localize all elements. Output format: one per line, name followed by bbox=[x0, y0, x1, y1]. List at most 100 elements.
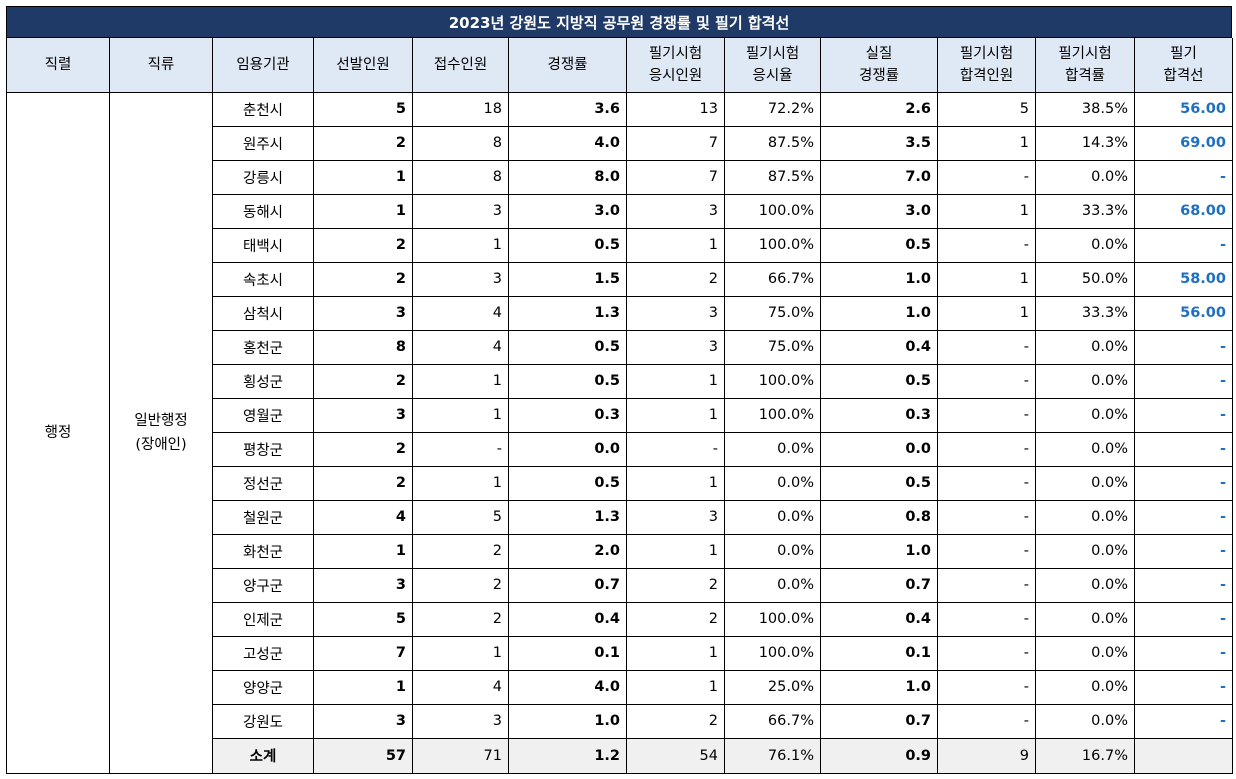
column-header-line1: 직류 bbox=[147, 56, 175, 73]
agency-cell: 철원군 bbox=[212, 499, 314, 535]
cutoff-cell: - bbox=[1134, 431, 1233, 467]
pass-rate-cell: 0.0% bbox=[1035, 669, 1135, 705]
passed-cell: - bbox=[937, 363, 1036, 399]
column-header: 직류 bbox=[109, 38, 213, 93]
applied-cell: 3 bbox=[412, 703, 509, 739]
exam-takers-cell: 2 bbox=[626, 261, 725, 297]
agency-cell: 횡성군 bbox=[212, 363, 314, 399]
pass-rate-cell: 0.0% bbox=[1035, 703, 1135, 739]
pass-rate-cell: 50.0% bbox=[1035, 261, 1135, 297]
ratio-cell: 0.3 bbox=[508, 397, 627, 433]
selected-cell: 2 bbox=[313, 227, 413, 263]
real-ratio-cell: 1.0 bbox=[820, 669, 938, 705]
pass-rate-cell: 14.3% bbox=[1035, 125, 1135, 161]
cutoff-cell: 56.00 bbox=[1134, 295, 1233, 331]
total-exam-rate-cell: 76.1% bbox=[724, 737, 821, 774]
applied-cell: 5 bbox=[412, 499, 509, 535]
cutoff-cell: - bbox=[1134, 329, 1233, 365]
selected-cell: 3 bbox=[313, 567, 413, 603]
selected-cell: 2 bbox=[313, 465, 413, 501]
agency-cell: 인제군 bbox=[212, 601, 314, 637]
cutoff-cell: 56.00 bbox=[1134, 91, 1233, 127]
agency-cell: 정선군 bbox=[212, 465, 314, 501]
applied-cell: 4 bbox=[412, 295, 509, 331]
passed-cell: - bbox=[937, 329, 1036, 365]
passed-cell: 1 bbox=[937, 261, 1036, 297]
column-header: 선발인원 bbox=[313, 38, 413, 93]
column-header-line2: 응시인원 bbox=[648, 67, 703, 84]
table-row: 삼척시 3 4 1.3 3 75.0% 1.0 1 33.3% 56.00 bbox=[7, 295, 1233, 331]
exam-rate-cell: 87.5% bbox=[724, 159, 821, 195]
table-row: 횡성군 2 1 0.5 1 100.0% 0.5-0.0% - bbox=[7, 363, 1233, 399]
exam-takers-cell: 1 bbox=[626, 635, 725, 671]
selected-cell: 5 bbox=[313, 91, 413, 127]
ratio-cell: 2.0 bbox=[508, 533, 627, 569]
applied-cell: 1 bbox=[412, 227, 509, 263]
pass-rate-cell: 0.0% bbox=[1035, 227, 1135, 263]
agency-cell: 양구군 bbox=[212, 567, 314, 603]
exam-rate-cell: 0.0% bbox=[724, 533, 821, 569]
exam-rate-cell: 0.0% bbox=[724, 431, 821, 467]
table-row: 태백시 2 1 0.5 1 100.0% 0.5-0.0% - bbox=[7, 227, 1233, 263]
selected-cell: 3 bbox=[313, 397, 413, 433]
agency-cell: 동해시 bbox=[212, 193, 314, 229]
ratio-cell: 1.5 bbox=[508, 261, 627, 297]
real-ratio-cell: 3.0 bbox=[820, 193, 938, 229]
real-ratio-cell: 0.5 bbox=[820, 227, 938, 263]
exam-takers-cell: 3 bbox=[626, 295, 725, 331]
passed-cell: - bbox=[937, 431, 1036, 467]
category-label-line1: 일반행정 bbox=[134, 412, 188, 429]
column-header-line1: 접수인원 bbox=[433, 56, 488, 73]
real-ratio-cell: 0.7 bbox=[820, 567, 938, 603]
cutoff-cell: - bbox=[1134, 159, 1233, 195]
exam-takers-cell: 7 bbox=[626, 159, 725, 195]
selected-cell: 7 bbox=[313, 635, 413, 671]
exam-rate-cell: 0.0% bbox=[724, 499, 821, 535]
column-header-line2: 경쟁률 bbox=[858, 67, 900, 84]
pass-rate-cell: 0.0% bbox=[1035, 397, 1135, 433]
pass-rate-cell: 38.5% bbox=[1035, 91, 1135, 127]
passed-cell: - bbox=[937, 703, 1036, 739]
passed-cell: - bbox=[937, 397, 1036, 433]
column-header-line2: 합격선 bbox=[1163, 67, 1204, 84]
exam-rate-cell: 87.5% bbox=[724, 125, 821, 161]
table-row: 평창군 2-0.0-0.0% 0.0-0.0% - bbox=[7, 431, 1233, 467]
ratio-cell: 4.0 bbox=[508, 125, 627, 161]
selected-cell: 2 bbox=[313, 261, 413, 297]
pass-rate-cell: 0.0% bbox=[1035, 329, 1135, 365]
applied-cell: 1 bbox=[412, 397, 509, 433]
column-header-line1: 직렬 bbox=[44, 56, 72, 73]
cutoff-cell: - bbox=[1134, 227, 1233, 263]
table-row: 행정 일반행정 (장애인) 춘천시 5 18 3.6 13 72.2% 2.6 5 38.5% 56.0… bbox=[6, 91, 1233, 774]
passed-cell: - bbox=[937, 227, 1036, 263]
exam-takers-cell: 2 bbox=[626, 601, 725, 637]
agency-cell: 고성군 bbox=[212, 635, 314, 671]
applied-cell: 2 bbox=[412, 601, 509, 637]
passed-cell: 1 bbox=[937, 295, 1036, 331]
ratio-cell: 0.5 bbox=[508, 227, 627, 263]
exam-takers-cell: 7 bbox=[626, 125, 725, 161]
exam-rate-cell: 100.0% bbox=[724, 601, 821, 637]
category-cell: 일반행정 (장애인) bbox=[109, 91, 213, 774]
cutoff-cell: - bbox=[1134, 601, 1233, 637]
cutoff-cell: - bbox=[1134, 703, 1233, 739]
selected-cell: 2 bbox=[313, 363, 413, 399]
exam-rate-cell: 72.2% bbox=[724, 91, 821, 127]
table-row: 홍천군 8 4 0.5 3 75.0% 0.4-0.0% - bbox=[7, 329, 1233, 365]
real-ratio-cell: 0.4 bbox=[820, 601, 938, 637]
column-header-line2: 합격인원 bbox=[959, 67, 1014, 84]
ratio-cell: 0.0 bbox=[508, 431, 627, 467]
column-header-line1: 필기시험 bbox=[959, 45, 1014, 62]
exam-takers-cell: 1 bbox=[626, 397, 725, 433]
agency-cell: 속초시 bbox=[212, 261, 314, 297]
agency-cell: 삼척시 bbox=[212, 295, 314, 331]
cutoff-cell: 58.00 bbox=[1134, 261, 1233, 297]
applied-cell: 1 bbox=[412, 635, 509, 671]
column-header-line1: 필기 bbox=[1170, 45, 1197, 62]
cutoff-cell: - bbox=[1134, 363, 1233, 399]
cutoff-cell: - bbox=[1134, 465, 1233, 501]
applied-cell: 4 bbox=[412, 669, 509, 705]
ratio-cell: 3.6 bbox=[508, 91, 627, 127]
ratio-cell: 1.3 bbox=[508, 499, 627, 535]
